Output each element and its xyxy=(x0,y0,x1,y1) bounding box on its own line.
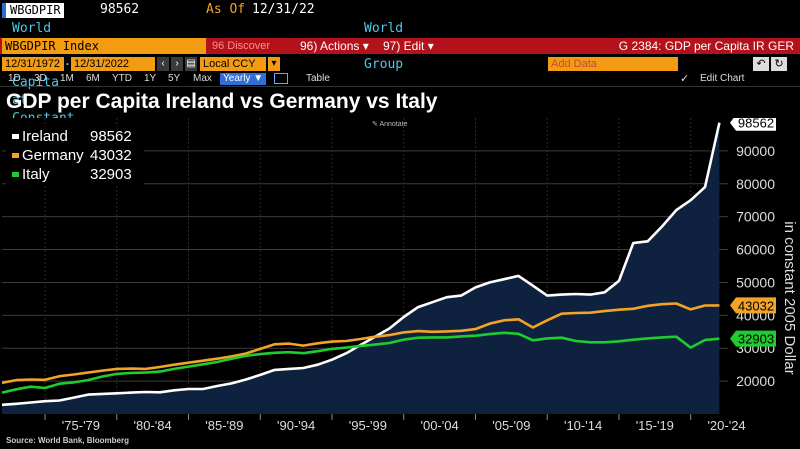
frequency-select[interactable]: Yearly ▼ xyxy=(220,73,267,85)
x-axis: '75-'79 '80-'84 '85-'89 '90-'94 '95-'99 '00-'… xyxy=(0,414,800,436)
command-bar: WBGDPIR Index 96 Discover 96) Actions ▾ … xyxy=(0,38,800,54)
chart-title: GDP per Capita Ireland vs Germany vs Ita… xyxy=(6,90,438,113)
legend-name: Germany xyxy=(22,147,84,164)
legend-value: 32903 xyxy=(90,166,132,183)
x-tick-label: '10-'14 xyxy=(564,418,602,433)
last-value-tag xyxy=(730,118,776,131)
divider xyxy=(0,86,800,87)
ticker-field[interactable]: WBGDPIR xyxy=(2,3,64,18)
legend-swatch xyxy=(12,153,19,158)
last-value-tags: 98562 43032 32903 xyxy=(730,118,776,347)
germany-line xyxy=(1,302,720,385)
as-of-date: 12/31/22 xyxy=(252,2,315,17)
ticker-line: WBGDPIR 98562 As Of 12/31/22 xyxy=(0,0,800,20)
last-value-tag xyxy=(730,297,776,314)
x-tick-label: '75-'79 xyxy=(62,418,100,433)
x-tick-label: '15-'19 xyxy=(636,418,674,433)
period-1y[interactable]: 1Y xyxy=(144,73,157,84)
series-lines xyxy=(1,122,721,407)
chevron-down-icon[interactable]: ▾ xyxy=(268,57,280,71)
currency-select[interactable]: Local CCY xyxy=(200,57,266,71)
y-tick-label: 90000 xyxy=(736,143,775,159)
y-axis-label: in constant 2005 Dollar xyxy=(781,221,798,374)
y-tick-label: 20000 xyxy=(736,373,775,389)
period-max[interactable]: Max xyxy=(193,73,212,84)
y-tick-label: 60000 xyxy=(736,242,775,258)
date-controls: 12/31/1972 - 12/31/2022 ‹ › ▤ Local CCY … xyxy=(0,57,800,71)
last-value-tag xyxy=(730,330,776,347)
x-tick-label: '85-'89 xyxy=(205,418,243,433)
table-button[interactable]: Table xyxy=(306,73,330,84)
last-value-label: 98562 xyxy=(738,118,774,131)
calendar-icon[interactable]: ▤ xyxy=(185,57,197,71)
period-3d[interactable]: 3D xyxy=(34,73,47,84)
y-tick-label: 80000 xyxy=(736,176,775,192)
legend-name: Ireland xyxy=(22,128,68,145)
x-tick-label: '20-'24 xyxy=(707,418,745,433)
chevron-right-icon[interactable]: › xyxy=(171,57,183,71)
legend-swatch xyxy=(12,134,19,139)
undo-icon[interactable]: ↶ xyxy=(753,57,769,71)
end-date-input[interactable]: 12/31/2022 xyxy=(71,57,155,71)
annotate-label: Annotate xyxy=(379,121,408,128)
index-field[interactable]: WBGDPIR Index xyxy=(2,38,206,54)
period-1d[interactable]: 1D xyxy=(8,73,21,84)
last-price: 98562 xyxy=(100,2,140,17)
x-tick-label: '90-'94 xyxy=(277,418,315,433)
discover-menu[interactable]: 96 Discover xyxy=(212,40,271,52)
legend-value: 43032 xyxy=(90,147,132,164)
legend-name: Italy xyxy=(22,166,50,183)
ireland-area-fill xyxy=(2,122,720,414)
x-tick-label: '80-'84 xyxy=(134,418,172,433)
actions-menu[interactable]: 96) Actions ▾ xyxy=(300,39,369,53)
legend-swatch xyxy=(12,172,19,177)
x-tick-label: '95-'99 xyxy=(349,418,387,433)
y-tick-label: 50000 xyxy=(736,274,775,290)
chart-legend: Ireland 98562 Germany 43032 Italy 32903 xyxy=(6,127,144,185)
date-separator: - xyxy=(65,58,70,70)
period-6m[interactable]: 6M xyxy=(86,73,100,84)
italy-line xyxy=(1,331,720,394)
last-value-label: 32903 xyxy=(738,332,774,347)
chart-code-title: G 2384: GDP per Capita IR GER xyxy=(618,39,794,53)
edit-menu[interactable]: 97) Edit ▾ xyxy=(383,39,434,53)
annotate-button[interactable]: ✎ Annotate xyxy=(372,121,408,128)
period-1m[interactable]: 1M xyxy=(60,73,74,84)
period-ytd[interactable]: YTD xyxy=(112,73,132,84)
edit-chart-button[interactable]: Edit Chart xyxy=(700,73,745,84)
period-5y[interactable]: 5Y xyxy=(168,73,181,84)
chevron-left-icon[interactable]: ‹ xyxy=(157,57,169,71)
source-footnote: Source: World Bank, Bloomberg xyxy=(6,436,129,445)
period-bar: 1D 3D 1M 6M YTD 1Y 5Y Max Yearly ▼ Table… xyxy=(0,72,800,86)
x-tick-label: '00-'04 xyxy=(420,418,458,433)
y-tick-label: 70000 xyxy=(736,209,775,225)
legend-value: 98562 xyxy=(90,128,132,145)
start-date-input[interactable]: 12/31/1972 xyxy=(2,57,64,71)
add-data-input[interactable]: Add Data xyxy=(548,57,678,71)
refresh-icon[interactable]: ↻ xyxy=(771,57,787,71)
x-tick-label: '05-'09 xyxy=(492,418,530,433)
line-chart-icon[interactable] xyxy=(274,73,288,84)
check-icon[interactable]: ✓ xyxy=(680,73,690,85)
last-value-label: 43032 xyxy=(738,298,774,313)
as-of-label: As Of xyxy=(206,2,246,17)
x-axis-band xyxy=(0,414,800,436)
